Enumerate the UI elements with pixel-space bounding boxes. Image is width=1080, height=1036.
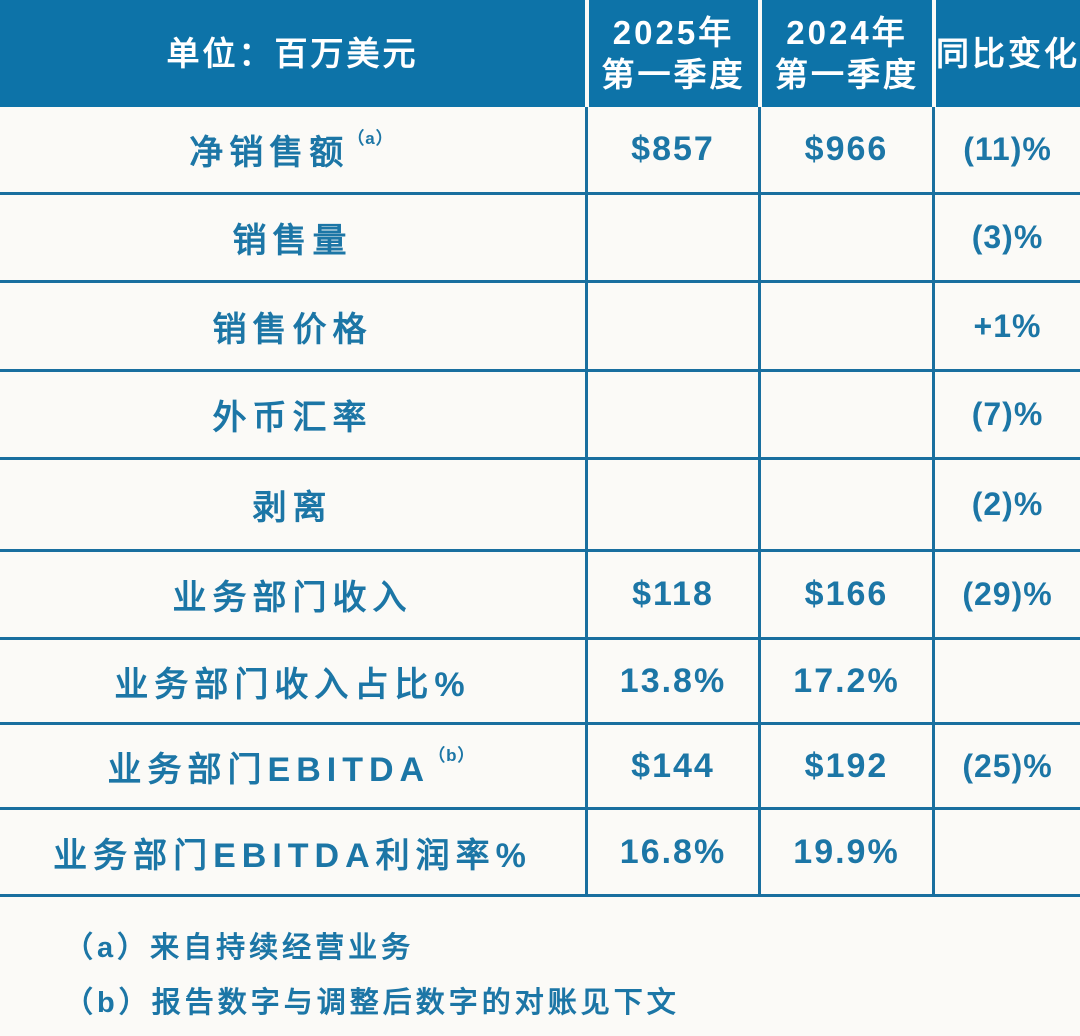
table-row-net-sales: 净销售额 （a） $857 $966 (11)% — [0, 107, 1080, 195]
cell-yoy: (7)% — [932, 372, 1080, 457]
table-row-segment-income: 业务部门收入 $118 $166 (29)% — [0, 552, 1080, 640]
row-label-text: 净销售额 — [189, 134, 350, 172]
unit-label: 单位：百万美元 — [166, 34, 419, 72]
header-cell-q1-2024: 2024年 第一季度 — [758, 0, 932, 107]
table-row-divestiture: 剥离 (2)% — [0, 460, 1080, 552]
header-2024-line1: 2024年 — [786, 13, 908, 51]
header-cell-yoy: 同比变化 — [932, 0, 1080, 107]
footnote-b: （b）报告数字与调整后数字的对账见下文 — [64, 987, 680, 1019]
header-2024-line2: 第一季度 — [775, 55, 919, 93]
row-label: 净销售额 （a） — [0, 107, 585, 192]
table-row-sales-volume: 销售量 (3)% — [0, 195, 1080, 283]
cell-q1-2025: 13.8% — [585, 640, 758, 722]
cell-q1-2024: $966 — [758, 107, 932, 192]
footnote-a: （a）来自持续经营业务 — [64, 932, 415, 964]
cell-yoy: (25)% — [932, 725, 1080, 807]
cell-yoy: +1% — [932, 283, 1080, 369]
table-row-segment-income-pct: 业务部门收入占比% 13.8% 17.2% — [0, 640, 1080, 725]
cell-yoy: (2)% — [932, 460, 1080, 549]
table-row-sales-price: 销售价格 +1% — [0, 283, 1080, 372]
table-header-row: 单位：百万美元 2025年 第一季度 2024年 第一季度 同比变化 — [0, 0, 1080, 107]
cell-q1-2024: 19.9% — [758, 810, 932, 894]
cell-q1-2024 — [758, 283, 932, 369]
cell-yoy: (3)% — [932, 195, 1080, 280]
row-label-text: 业务部门收入 — [172, 579, 413, 617]
cell-q1-2025 — [585, 283, 758, 369]
header-cell-q1-2025: 2025年 第一季度 — [585, 0, 758, 107]
row-label-text: 业务部门EBITDA — [107, 750, 431, 789]
cell-q1-2024 — [758, 372, 932, 457]
table-body: 净销售额 （a） $857 $966 (11)% 销售量 (3)% 销售价格 +1… — [0, 107, 1080, 897]
cell-yoy — [932, 640, 1080, 722]
footnotes: （a）来自持续经营业务 （b）报告数字与调整后数字的对账见下文 — [64, 921, 1080, 1031]
cell-yoy: (11)% — [932, 107, 1080, 192]
table-row-segment-ebitda: 业务部门EBITDA （b） $144 $192 (25)% — [0, 725, 1080, 810]
cell-q1-2025: $118 — [585, 552, 758, 637]
row-label-text: 业务部门收入占比% — [114, 665, 471, 704]
header-2025-line1: 2025年 — [612, 13, 735, 51]
row-label-text: 销售量 — [232, 222, 353, 260]
table-row-fx: 外币汇率 (7)% — [0, 372, 1080, 460]
row-label: 业务部门EBITDA利润率% — [0, 810, 585, 894]
row-label-text: 销售价格 — [212, 310, 373, 349]
table-row-segment-ebitda-margin: 业务部门EBITDA利润率% 16.8% 19.9% — [0, 810, 1080, 897]
footnote-marker-a: （a） — [347, 129, 394, 148]
row-label: 外币汇率 — [0, 372, 585, 457]
header-2025-line2: 第一季度 — [601, 55, 746, 93]
cell-q1-2025: 16.8% — [585, 810, 758, 894]
cell-q1-2024 — [758, 460, 932, 549]
cell-yoy: (29)% — [932, 552, 1080, 637]
cell-q1-2025: $144 — [585, 725, 758, 807]
header-cell-unit: 单位：百万美元 — [0, 0, 585, 107]
row-label-text: 外币汇率 — [212, 399, 373, 437]
cell-q1-2025: $857 — [585, 107, 758, 192]
cell-q1-2024: 17.2% — [758, 640, 932, 722]
row-label: 业务部门收入占比% — [0, 640, 585, 722]
cell-q1-2025 — [585, 372, 758, 457]
row-label: 剥离 — [0, 460, 585, 549]
cell-q1-2024 — [758, 195, 932, 280]
financial-summary-table: 单位：百万美元 2025年 第一季度 2024年 第一季度 同比变化 净销售额（… — [0, 0, 1080, 897]
row-label: 销售价格 — [0, 283, 585, 369]
row-label: 销售量 — [0, 195, 585, 280]
cell-q1-2025 — [585, 195, 758, 280]
row-label: 业务部门EBITDA （b） — [0, 725, 585, 807]
header-yoy-label: 同比变化 — [936, 34, 1080, 72]
cell-q1-2024: $192 — [758, 725, 932, 807]
cell-yoy — [932, 810, 1080, 894]
cell-q1-2024: $166 — [758, 552, 932, 637]
cell-q1-2025 — [585, 460, 758, 549]
row-label-text: 剥离 — [252, 489, 333, 527]
row-label: 业务部门收入 — [0, 552, 585, 637]
row-label-text: 业务部门EBITDA利润率% — [53, 836, 532, 875]
footnote-marker-b: （b） — [428, 745, 476, 765]
